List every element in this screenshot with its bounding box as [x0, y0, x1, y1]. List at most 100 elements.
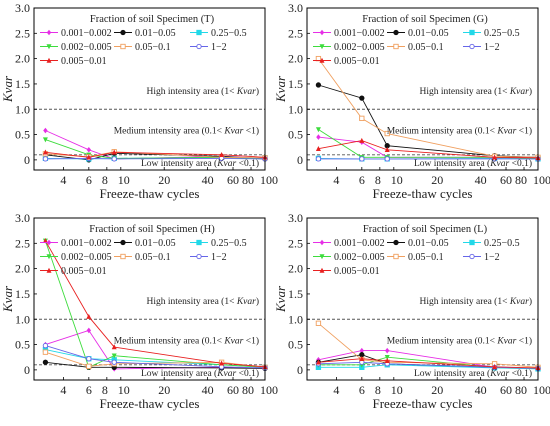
data-point-0.005-0.01-1	[359, 137, 365, 143]
legend-marker	[319, 267, 325, 273]
y-tick-label: 2.0	[288, 262, 303, 276]
x-tick-label: 10	[118, 173, 130, 187]
legend-marker	[469, 43, 475, 50]
legend-label-0.01-0.05: 0.01−0.05	[408, 28, 449, 39]
legend-marker	[46, 239, 52, 246]
legend-marker	[469, 239, 475, 246]
y-tick-label: 3.0	[288, 1, 303, 15]
legend-label-0.005-0.01: 0.005−0.01	[334, 266, 380, 277]
legend-label-0.005-0.01: 0.005−0.01	[61, 266, 107, 277]
data-point-0.005-0.01-0	[315, 145, 321, 151]
y-tick-label: 1.0	[15, 312, 30, 326]
y-axis-label: Kvar	[0, 285, 15, 313]
y-tick-label: 2.0	[288, 52, 303, 66]
annotation-high-intensity: High intensity area (1< Kvar)	[420, 86, 532, 97]
legend-marker	[196, 239, 202, 246]
legend-label-0.002-0.005: 0.002−0.005	[61, 42, 112, 53]
legend-marker	[196, 29, 202, 36]
data-point-0.01-0.05-0	[42, 359, 49, 365]
data-point-0.002-0.005-2	[111, 353, 117, 359]
legend: Fraction of soil Specimen (T) 0.001−0.002…	[40, 14, 247, 67]
legend-marker	[393, 43, 399, 50]
data-point-1-2-1	[86, 356, 92, 362]
legend-marker	[469, 253, 475, 260]
chart-panel-l: 0 0.5 1.0 1.5 2.0 2.5 3.0 4 6 8 10 20 40 60 80 100 Freez…	[273, 211, 550, 411]
data-point-1-2-0	[315, 156, 322, 162]
annotation-medium-intensity: Medium intensity area (0.1< Kvar <1)	[387, 336, 532, 347]
annotation-low-intensity: Low intensity area (Kvar <0.1)	[414, 368, 532, 379]
legend-marker	[393, 29, 399, 36]
data-point-0.005-0.01-0	[42, 149, 48, 155]
data-point-0.001-0.002-1	[86, 146, 92, 153]
legend-label-0.25-0.5: 0.25−0.5	[211, 238, 247, 249]
data-point-0.005-0.01-0	[42, 237, 48, 243]
x-tick-label: 20	[431, 383, 443, 397]
data-point-0.05-0.1-0	[42, 349, 49, 355]
data-point-0.05-0.1-1	[359, 115, 365, 122]
legend: Fraction of soil Specimen (H) 0.001−0.002…	[40, 224, 247, 277]
legend-label-1-2: 1−2	[211, 42, 227, 53]
legend-label-0.01-0.05: 0.01−0.05	[135, 238, 176, 249]
plot-frame	[33, 7, 266, 171]
legend-title: Fraction of soil Specimen (G)	[362, 14, 488, 25]
x-tick-label: 4	[60, 173, 66, 187]
data-point-0.005-0.01-0	[315, 359, 321, 365]
x-tick-label: 80	[242, 383, 254, 397]
y-tick-label: 3.0	[15, 211, 30, 225]
x-tick-label: 8	[102, 383, 108, 397]
y-axis-label: Kvar	[273, 285, 288, 313]
legend-title: Fraction of soil Specimen (H)	[89, 224, 215, 235]
legend-label-0.001-0.002: 0.001−0.002	[334, 28, 385, 39]
x-tick-label: 60	[227, 173, 239, 187]
data-point-0.01-0.05-0	[315, 82, 322, 88]
y-tick-label: 1.0	[288, 312, 303, 326]
x-tick-label: 100	[533, 173, 550, 187]
y-tick-label: 0	[297, 153, 303, 167]
x-tick-label: 100	[533, 383, 550, 397]
data-point-0.002-0.005-0	[42, 137, 48, 143]
legend-label-0.002-0.005: 0.002−0.005	[334, 252, 385, 263]
annotation-low-intensity: Low intensity area (Kvar <0.1)	[414, 158, 532, 169]
x-tick-label: 100	[260, 383, 278, 397]
x-axis-label: Freeze-thaw cycles	[373, 186, 473, 201]
x-tick-label: 100	[260, 173, 278, 187]
data-point-0.002-0.005-2	[384, 355, 390, 361]
chart-panel-g: 0 0.5 1.0 1.5 2.0 2.5 3.0 4 6 8 10 20 40 60 80 100 Freez…	[273, 1, 550, 201]
x-tick-label: 6	[86, 173, 92, 187]
x-tick-label: 40	[475, 383, 487, 397]
annotation-medium-intensity: Medium intensity area (0.1< Kvar <1)	[114, 126, 259, 137]
legend-marker	[319, 44, 325, 50]
y-tick-label: 0	[297, 363, 303, 377]
legend-label-0.001-0.002: 0.001−0.002	[334, 238, 385, 249]
legend-label-0.005-0.01: 0.005−0.01	[334, 56, 380, 67]
legend: Fraction of soil Specimen (L) 0.001−0.002…	[313, 224, 520, 277]
data-point-0.005-0.01-3	[492, 154, 498, 160]
x-tick-label: 40	[202, 383, 214, 397]
legend-label-0.05-0.1: 0.05−0.1	[135, 252, 171, 263]
legend-marker	[196, 253, 202, 260]
y-tick-label: 0.5	[15, 338, 30, 352]
plot-frame	[306, 7, 539, 171]
x-tick-label: 8	[102, 173, 108, 187]
x-tick-label: 40	[475, 173, 487, 187]
legend-marker	[393, 239, 399, 246]
x-tick-label: 10	[118, 383, 130, 397]
legend-marker	[469, 29, 475, 36]
series-line-0.005-0.01	[318, 358, 539, 369]
legend-marker	[120, 239, 126, 246]
data-point-0.005-0.01-3	[219, 152, 225, 158]
legend-marker	[46, 267, 52, 273]
x-tick-label: 10	[391, 383, 403, 397]
x-tick-label: 80	[515, 383, 527, 397]
data-point-0.005-0.01-3	[492, 364, 498, 370]
legend-marker	[120, 253, 126, 260]
data-point-1-2-2	[111, 359, 117, 365]
x-tick-label: 6	[359, 383, 365, 397]
x-tick-label: 60	[227, 383, 239, 397]
data-point-0.05-0.1-1	[86, 363, 92, 369]
x-tick-label: 40	[202, 173, 214, 187]
y-tick-label: 1.5	[288, 287, 303, 301]
x-tick-label: 6	[86, 383, 92, 397]
y-axis-label: Kvar	[273, 75, 288, 103]
